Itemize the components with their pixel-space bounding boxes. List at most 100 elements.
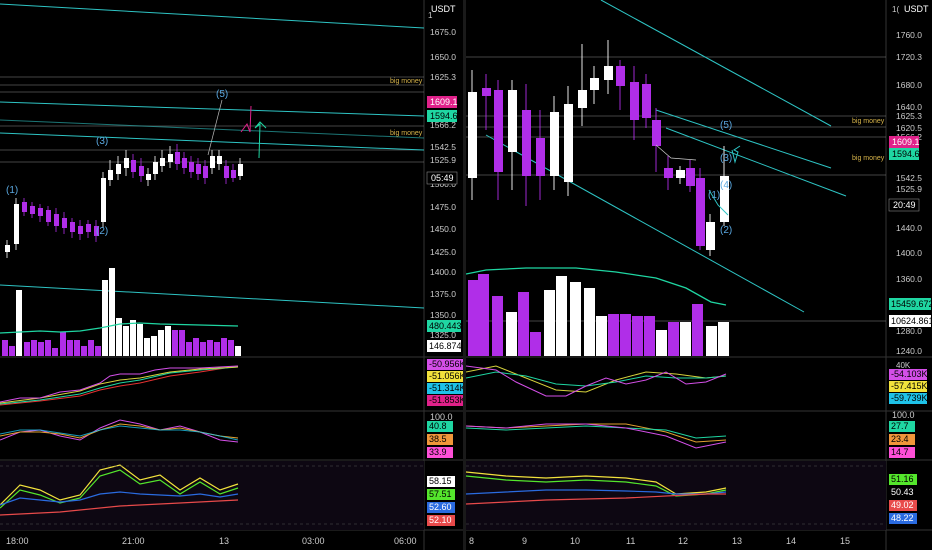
right-ind2-lines xyxy=(466,423,727,449)
left-wave-1: (1) xyxy=(6,185,18,196)
right-wave-3: (3) xyxy=(720,153,732,164)
right-fib-levels xyxy=(466,56,886,322)
right-wave-5: (5) xyxy=(720,120,732,131)
left-ind2-tag-2: 33.9 xyxy=(427,447,453,458)
left-candle-body xyxy=(210,156,215,168)
right-volume-bar xyxy=(478,274,489,356)
left-candle-body xyxy=(94,226,99,236)
right-candles xyxy=(468,40,729,256)
left-volume-bar xyxy=(102,280,108,356)
right-volume-bar xyxy=(644,316,655,356)
left-candle-body xyxy=(108,170,113,180)
pane-splitter[interactable] xyxy=(463,0,466,550)
svg-text:-51.853K: -51.853K xyxy=(429,395,463,405)
left-axis-currency-suffix: 1 xyxy=(428,11,433,20)
right-time-label-0: 8 xyxy=(469,536,474,546)
right-volume-bar xyxy=(556,276,567,356)
left-ind2-tag-0: 40.8 xyxy=(427,421,453,432)
left-candle-body xyxy=(116,164,121,174)
left-candle-body xyxy=(101,178,106,222)
right-ind3-lines xyxy=(466,465,886,525)
right-time-axis[interactable]: 8 9 10 11 12 13 14 15 xyxy=(469,536,850,546)
left-time-label-2: 13 xyxy=(219,536,229,546)
right-price-label: 1640.0 xyxy=(896,102,922,112)
right-candle-body xyxy=(468,92,477,178)
left-ind3-tag-0: 58.15 xyxy=(427,476,455,487)
left-candle-body xyxy=(14,204,19,244)
left-projection-red xyxy=(240,105,252,133)
left-ind2-top: 100.0 xyxy=(430,412,453,422)
left-price-label: 1425.0 xyxy=(430,247,456,257)
left-volume-bar xyxy=(235,346,241,356)
right-chart-svg[interactable]: (1) (2) (3) (4) (5) big money big money … xyxy=(466,0,932,550)
right-candle-body xyxy=(630,82,639,120)
right-tag-price-mid: 1594.6 xyxy=(889,148,920,160)
right-wave-path xyxy=(708,189,729,216)
left-candle-body xyxy=(238,164,243,176)
right-volume-bar xyxy=(632,316,643,356)
left-axis-currency: USDT xyxy=(431,4,456,14)
right-candle-body xyxy=(686,168,695,186)
right-volume-bar xyxy=(584,288,595,356)
right-price-label: 1542.5 xyxy=(896,173,922,183)
left-ind1-tag-2: -51.314K xyxy=(427,383,463,394)
right-candle-body xyxy=(676,170,685,178)
right-time-label-6: 14 xyxy=(786,536,796,546)
svg-text:40.8: 40.8 xyxy=(429,421,447,431)
left-volume-bar xyxy=(123,326,129,356)
right-chart-pane[interactable]: (1) (2) (3) (4) (5) big money big money … xyxy=(466,0,932,550)
left-ind1-tag-1: -51.056K xyxy=(427,371,463,382)
right-candle-body xyxy=(720,176,729,222)
right-ind3-tag-1: 50.43 xyxy=(889,487,917,498)
svg-text:05:49: 05:49 xyxy=(431,173,454,183)
left-time-axis[interactable]: 18:00 21:00 13 03:00 06:00 xyxy=(6,536,417,546)
right-ind2-top: 100.0 xyxy=(892,410,915,420)
svg-text:15459.672: 15459.672 xyxy=(891,299,932,309)
left-ind2-lines xyxy=(0,419,239,443)
right-tag-price-high: 1609.1 xyxy=(889,136,920,148)
svg-text:-57.415K: -57.415K xyxy=(891,381,928,391)
svg-text:-50.956K: -50.956K xyxy=(429,359,463,369)
left-time-label-1: 21:00 xyxy=(122,536,145,546)
right-volume-bar xyxy=(570,282,581,356)
left-candle-body xyxy=(217,156,222,164)
left-volume-bar xyxy=(193,338,199,356)
left-volume-bar xyxy=(158,330,164,356)
right-volume-bar xyxy=(668,322,679,356)
left-time-label-4: 06:00 xyxy=(394,536,417,546)
svg-text:58.15: 58.15 xyxy=(429,476,452,486)
right-candle-body xyxy=(616,66,625,86)
left-chart-svg[interactable]: (1) (2) (3) (5) big money big money USDT… xyxy=(0,0,463,550)
left-ind1-tag-0: -50.956K xyxy=(427,359,463,370)
right-ind2-tag-2: 14.7 xyxy=(889,447,915,458)
right-ind3-tag-2: 49.02 xyxy=(889,500,917,511)
left-price-label: 1566.2 xyxy=(430,120,456,130)
left-big-money-1: big money xyxy=(390,78,423,85)
svg-text:27.7: 27.7 xyxy=(891,421,909,431)
left-wave-5: (5) xyxy=(216,89,228,100)
left-candle-body xyxy=(203,166,208,178)
left-wave-2: (2) xyxy=(96,226,108,237)
left-channel-lines xyxy=(0,3,425,309)
svg-text:20:49: 20:49 xyxy=(893,200,916,210)
right-axis-currency-suffix: 1( xyxy=(892,5,899,14)
left-volume-bar xyxy=(179,330,185,356)
left-volume-bar xyxy=(214,342,220,356)
left-candle-body xyxy=(160,158,165,166)
left-candle-body xyxy=(182,158,187,168)
left-fib-levels xyxy=(0,76,424,163)
right-price-label: 1720.3 xyxy=(896,52,922,62)
left-chart-pane[interactable]: (1) (2) (3) (5) big money big money USDT… xyxy=(0,0,463,550)
left-volume-bar xyxy=(38,342,44,356)
right-volume-bar xyxy=(492,296,503,356)
left-volume-bar xyxy=(165,326,171,356)
left-volume-bar xyxy=(116,318,122,356)
right-volume-bar xyxy=(506,312,517,356)
left-candle-body xyxy=(231,170,236,178)
left-volume-bar xyxy=(16,290,22,356)
left-candle-body xyxy=(124,158,129,168)
left-time-label-0: 18:00 xyxy=(6,536,29,546)
left-tag-countdown: 05:49 xyxy=(426,171,458,185)
right-volume-ma xyxy=(466,267,727,306)
right-wave-guide xyxy=(655,144,697,161)
